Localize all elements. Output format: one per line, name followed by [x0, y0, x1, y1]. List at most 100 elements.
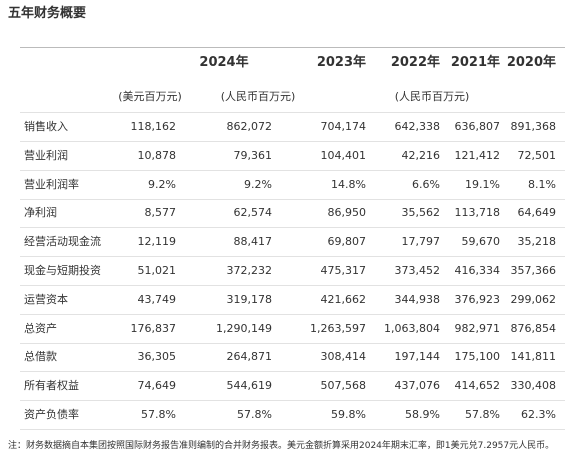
- row-rule: [20, 256, 565, 258]
- cell: 319,178: [226, 292, 273, 306]
- row-label: 资产负债率: [24, 408, 79, 421]
- row-label: 所有者权益: [24, 379, 79, 393]
- cell: 373,452: [394, 264, 441, 277]
- column-header: 2023年: [316, 55, 366, 70]
- row-rule: [20, 198, 565, 200]
- cell: 42,216: [401, 148, 441, 162]
- cell: 372,232: [226, 264, 273, 277]
- row-rule: [20, 342, 565, 344]
- row-label: 总借款: [24, 350, 57, 364]
- cell: 57.8%: [465, 408, 500, 421]
- cell: 36,305: [137, 350, 177, 364]
- cell: 86,950: [327, 206, 367, 220]
- cell: 6.6%: [412, 177, 440, 191]
- cell: 10,878: [137, 148, 177, 162]
- header-rule: [20, 112, 565, 113]
- column-header: 2020年: [506, 55, 556, 70]
- column-header: 2024年: [199, 55, 249, 70]
- row-rule: [20, 429, 565, 430]
- cell: 35,562: [401, 206, 441, 220]
- cell: 8,577: [144, 206, 177, 220]
- cell: 862,072: [226, 120, 273, 133]
- column-header: 2022年: [390, 55, 440, 70]
- cell: 72,501: [517, 148, 557, 162]
- cell: 330,408: [510, 379, 557, 393]
- cell: 264,871: [226, 350, 273, 364]
- cell: 64,649: [517, 206, 557, 220]
- cell: 79,361: [233, 148, 273, 162]
- cell: 176,837: [130, 321, 177, 335]
- cell: 74,649: [137, 379, 177, 393]
- cell: 1,290,149: [216, 321, 272, 335]
- cell: 308,414: [320, 350, 367, 364]
- cell: 51,021: [137, 264, 177, 277]
- cell: 9.2%: [148, 177, 176, 191]
- cell: 414,652: [454, 379, 501, 393]
- cell: 437,076: [394, 379, 441, 393]
- unit-label: (人民币百万元): [220, 90, 296, 103]
- cell: 62.3%: [521, 408, 556, 421]
- cell: 876,854: [510, 321, 557, 335]
- cell: 58.9%: [405, 408, 440, 421]
- row-label: 运营资本: [24, 292, 68, 306]
- cell: 299,062: [510, 292, 557, 306]
- row-rule: [20, 169, 565, 171]
- cell: 357,366: [510, 264, 557, 277]
- cell: 421,662: [320, 292, 367, 306]
- cell: 121,412: [454, 148, 501, 162]
- cell: 8.1%: [528, 177, 556, 191]
- footnote: 注：财务数据摘自本集团按照国际财务报告准则编制的合并财务报表。美元金额折算采用2…: [8, 441, 555, 451]
- cell: 9.2%: [244, 177, 272, 191]
- cell: 141,811: [510, 350, 557, 364]
- cell: 62,574: [233, 206, 273, 220]
- cell: 59,670: [461, 235, 501, 249]
- unit-label: (美元百万元): [118, 90, 182, 103]
- cell: 544,619: [226, 379, 273, 393]
- cell: 88,417: [233, 235, 273, 249]
- page-title: 五年财务概要: [8, 6, 87, 21]
- cell: 642,338: [394, 120, 441, 133]
- row-label: 总资产: [24, 321, 57, 335]
- cell: 104,401: [320, 148, 367, 162]
- row-rule: [20, 141, 565, 142]
- cell: 475,317: [320, 264, 367, 277]
- cell: 12,119: [137, 235, 177, 249]
- cell: 57.8%: [237, 408, 272, 421]
- cell: 43,749: [137, 292, 177, 306]
- cell: 14.8%: [331, 177, 366, 191]
- cell: 704,174: [320, 120, 367, 133]
- row-label: 经营活动现金流: [24, 235, 101, 249]
- row-rule: [20, 371, 565, 373]
- row-rule: [20, 400, 565, 402]
- row-label: 营业利润率: [24, 177, 79, 191]
- row-label: 净利润: [24, 206, 57, 220]
- cell: 17,797: [401, 235, 441, 249]
- cell: 57.8%: [141, 408, 176, 421]
- cell: 113,718: [454, 206, 501, 220]
- cell: 376,923: [454, 292, 501, 306]
- row-rule: [20, 313, 565, 315]
- cell: 175,100: [454, 350, 501, 364]
- cell: 636,807: [454, 120, 501, 133]
- cell: 891,368: [510, 120, 557, 133]
- cell: 118,162: [130, 120, 177, 133]
- cell: 197,144: [394, 350, 441, 364]
- top-rule: [20, 47, 565, 48]
- cell: 507,568: [320, 379, 367, 393]
- cell: 59.8%: [331, 408, 366, 421]
- cell: 982,971: [454, 321, 501, 335]
- row-label: 销售收入: [24, 120, 68, 133]
- row-label: 营业利润: [24, 148, 68, 162]
- cell: 1,263,597: [310, 321, 366, 335]
- unit-label: (人民币百万元): [394, 90, 470, 103]
- row-rule: [20, 227, 565, 229]
- cell: 19.1%: [465, 177, 500, 191]
- row-label: 现金与短期投资: [24, 264, 101, 277]
- cell: 1,063,804: [384, 321, 440, 335]
- cell: 416,334: [454, 264, 501, 277]
- cell: 69,807: [327, 235, 367, 249]
- column-header: 2021年: [450, 55, 500, 70]
- cell: 344,938: [394, 292, 441, 306]
- row-rule: [20, 285, 565, 286]
